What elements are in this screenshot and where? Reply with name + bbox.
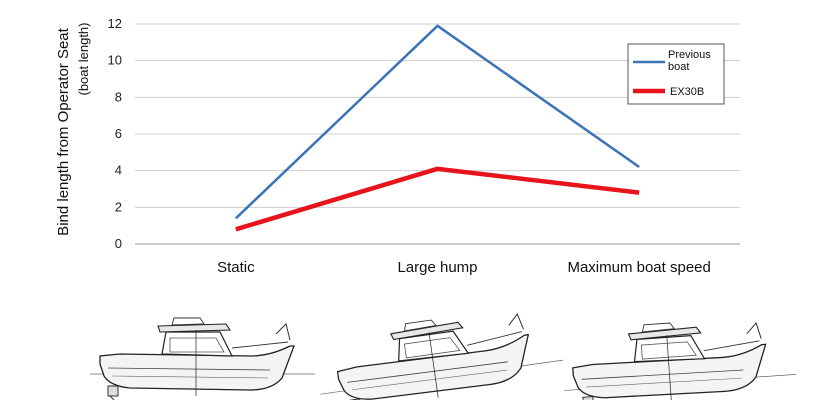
x-category-label: Large hump xyxy=(397,259,477,276)
boat-profile-static-icon xyxy=(90,317,315,400)
y-tick-label: 6 xyxy=(115,126,122,141)
x-category-label: Static xyxy=(217,259,255,276)
series-line-previous-boat xyxy=(234,24,640,220)
y-tick-label: 12 xyxy=(108,16,122,31)
series-lines xyxy=(234,24,640,232)
x-category-labels: Static Large hump Maximum boat speed xyxy=(217,259,711,276)
y-tick-label: 10 xyxy=(108,53,122,68)
series-line-ex30b xyxy=(235,166,640,232)
boat-profile-maximum-speed-icon xyxy=(564,315,796,400)
boat-profile-large-hump-icon xyxy=(320,306,564,400)
y-axis-sublabel: (boat length) xyxy=(76,23,91,96)
y-axis-sublabel-group: (boat length) xyxy=(76,23,91,96)
legend-box xyxy=(627,43,725,105)
y-tick-label: 4 xyxy=(115,163,122,178)
y-tick-label: 8 xyxy=(115,89,122,104)
y-axis-label: Bind length from Operator Seat xyxy=(55,27,72,235)
y-tick-labels: 0 2 4 6 8 10 12 xyxy=(108,16,122,251)
legend: Previous boat EX30B xyxy=(627,43,725,105)
legend-label-ex30b: EX30B xyxy=(670,86,704,98)
y-tick-label: 0 xyxy=(115,236,122,251)
x-category-label: Maximum boat speed xyxy=(567,259,710,276)
y-tick-label: 2 xyxy=(115,199,122,214)
y-axis-label-group: Bind length from Operator Seat xyxy=(55,27,72,235)
legend-label-previous-boat: Previous boat xyxy=(668,49,711,73)
